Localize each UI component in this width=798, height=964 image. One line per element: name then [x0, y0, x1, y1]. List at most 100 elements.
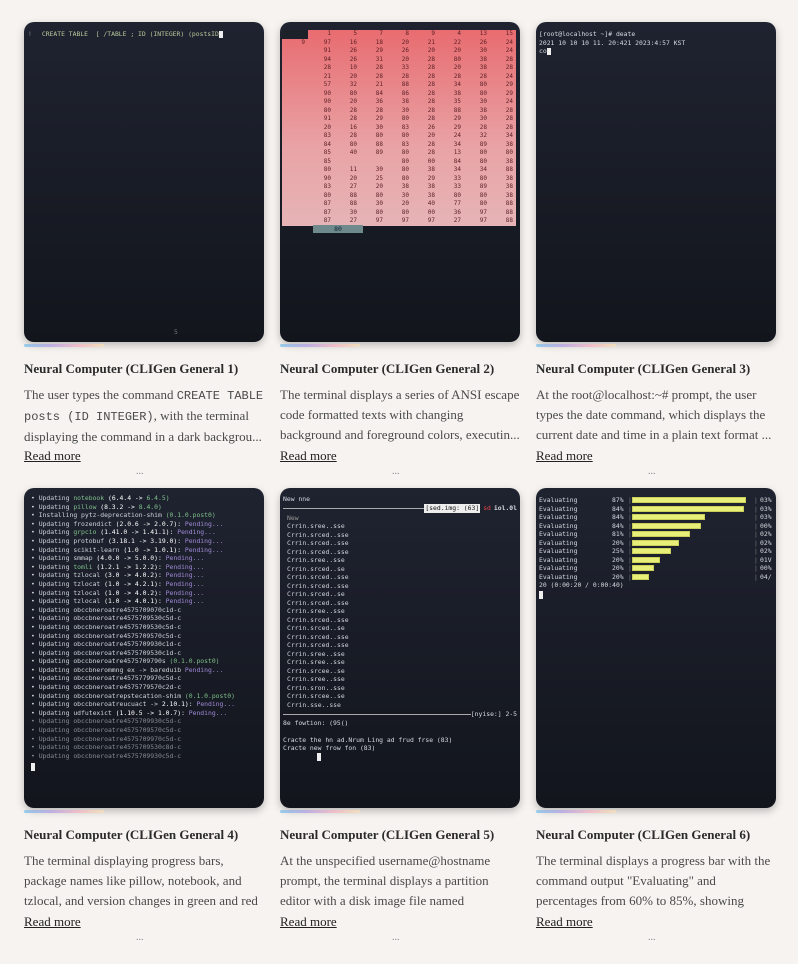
table-cell: 34 — [453, 166, 461, 173]
read-more-link[interactable]: Read more — [536, 914, 593, 929]
header-cell: 7 — [379, 30, 383, 37]
partition-item[interactable]: Crrin.srced..sse — [287, 641, 349, 649]
terminal-line: • Updating obccbneroatre4575709530c1d-c — [31, 648, 182, 657]
partition-item[interactable]: Crrin.sree..sse — [287, 675, 345, 683]
partition-item[interactable]: Crrin.srced..sse — [287, 581, 349, 590]
terminal-preview[interactable]: [root@localhost ~]# deate 2021 10 10 10 1… — [536, 22, 776, 342]
card-1[interactable]: ! CREATE TABLE [ /TABLE ; ID (INTEGER) (p… — [24, 22, 264, 477]
table-cell: 80 — [479, 191, 487, 199]
read-more-link[interactable]: Read more — [280, 914, 337, 929]
terminal-preview[interactable]: Evaluating 87% | | 03% Evaluating 84% | | 03% Eval… — [536, 488, 776, 808]
terminal-line: • Updating obccbneroatre4575709570c5d-c — [31, 631, 182, 640]
partition-item[interactable]: Crrin.srced..sse — [287, 632, 349, 641]
partition-item[interactable]: Crrin.srced..se — [287, 624, 345, 632]
status-text: [nyise:] 2-5 — [470, 709, 517, 718]
gradient-strip — [280, 344, 360, 347]
card-title: Neural Computer (CLIGen General 6) — [536, 827, 751, 842]
progress-bar — [632, 522, 701, 529]
disk-badge[interactable]: [sed.img: (63] — [424, 504, 481, 513]
card-description: The user types the command CREATE TABLE … — [24, 387, 264, 444]
table-cell: 26 — [349, 55, 357, 63]
table-cell: 38 — [401, 183, 409, 190]
partition-item[interactable]: Crrin.srced..sse — [287, 573, 349, 581]
partition-item[interactable]: Crrin.srced..se — [287, 590, 345, 598]
card-6[interactable]: Evaluating 87% | | 03% Evaluating 84% | | 03% Eval… — [536, 488, 776, 943]
read-more-link[interactable]: Read more — [24, 914, 81, 929]
read-more-link[interactable]: Read more — [280, 448, 337, 463]
table-cell: 80 — [401, 157, 409, 165]
terminal-line: • Updating frozendict (2.0.6 -> 2.0.7): … — [31, 519, 224, 528]
partition-item[interactable]: Crrin.srced..sse — [287, 598, 349, 607]
partition-item[interactable]: Crrin.sree..sse — [287, 607, 345, 615]
partition-item[interactable]: Crrin.srced..sse — [287, 615, 349, 624]
terminal-preview[interactable]: New nne [sed.img: (63] sd iol.0l New Crrin.sr… — [280, 488, 520, 808]
table-cell: 38 — [479, 64, 487, 71]
table-cell: 30 — [375, 123, 383, 131]
table-cell: 21 — [323, 72, 331, 80]
terminal-preview[interactable]: ! CREATE TABLE [ /TABLE ; ID (INTEGER) (p… — [24, 22, 264, 342]
table-cell: 80 — [375, 191, 383, 199]
table-cell — [282, 132, 308, 141]
table-row: 87 88 30 20 40 77 80 88 — [282, 200, 516, 209]
terminal-line: • Updating obccbneroatre4575709530c5d-c — [31, 622, 182, 631]
read-more-link[interactable]: Read more — [24, 448, 81, 463]
partition-item[interactable]: Crrin.sree..sse — [287, 658, 345, 666]
table-cell: 83 — [323, 132, 331, 139]
table-cell: 97 — [427, 217, 435, 224]
partition-item[interactable]: Crrin.srced..sse — [287, 547, 349, 556]
header-cell: 4 — [457, 30, 461, 37]
table-cell — [282, 115, 308, 124]
table-cell: 88 — [505, 166, 513, 173]
table-cell: 18 — [375, 38, 383, 46]
table-cell: 26 — [479, 38, 487, 46]
table-cell: 30 — [479, 47, 487, 54]
partition-item[interactable]: Crrin.sree..sse — [287, 649, 345, 658]
terminal-preview[interactable]: 1 5 7 8 9 4 13 15 9 97 16 18 20 21 22 26 24 91 26 29 26 20 20 3… — [280, 22, 520, 342]
table-cell: 30 — [401, 191, 409, 199]
terminal-line: • Updating obccbneroatre4575709930c1d-c — [31, 640, 182, 649]
table-cell: 28 — [505, 123, 513, 131]
table-cell — [282, 81, 308, 90]
table-cell — [282, 149, 308, 158]
table-header: 1 5 7 8 9 4 13 15 — [282, 30, 516, 39]
ellipsis: ... — [392, 466, 400, 477]
read-more-link[interactable]: Read more — [536, 448, 593, 463]
table-cell: 34 — [453, 81, 461, 88]
card-5[interactable]: New nne [sed.img: (63] sd iol.0l New Crrin.sr… — [280, 488, 520, 943]
table-cell: 9 — [301, 38, 305, 46]
partition-item[interactable]: Crrin.srced..sse — [287, 530, 349, 539]
partition-item[interactable]: Crrin.srced..se — [287, 564, 345, 573]
partition-item[interactable]: Crrin.srcee..se — [287, 666, 345, 675]
progress-bar — [632, 505, 744, 512]
table-cell: 20 — [453, 47, 461, 54]
partition-item[interactable]: Crrin.sse..sse — [287, 700, 341, 709]
table-cell: 36 — [375, 98, 383, 105]
table-cell: 28 — [427, 64, 435, 71]
terminal-preview[interactable]: • Updating notebook (6.4.4 -> 6.4.5) • Up… — [24, 488, 264, 808]
partition-item[interactable]: Crrin.srcee..se — [287, 692, 345, 700]
card-3[interactable]: [root@localhost ~]# deate 2021 10 10 10 1… — [536, 22, 776, 477]
header-cell: 5 — [353, 30, 357, 37]
gradient-strip — [536, 344, 616, 347]
partition-item[interactable]: Crrin.srced..sse — [287, 539, 349, 547]
progress-row: Evaluating 20% | | 00% — [539, 564, 772, 572]
table-cell: 27 — [349, 183, 357, 190]
card-description: At the root@localhost:~# prompt, the use… — [536, 387, 772, 442]
card-4[interactable]: • Updating notebook (6.4.4 -> 6.4.5) • Up… — [24, 488, 264, 943]
table-cell: 28 — [375, 64, 383, 71]
table-cell: 80 — [375, 208, 383, 216]
table-cell: 88 — [401, 81, 409, 88]
table-row: 84 80 88 83 28 34 89 38 — [282, 141, 516, 150]
ellipsis: ... — [392, 932, 400, 943]
partition-item[interactable]: New — [287, 513, 299, 522]
table-cell: 28 — [427, 106, 435, 114]
table-row: 83 28 80 80 20 24 32 34 — [282, 132, 516, 141]
table-cell: 16 — [349, 123, 357, 131]
table-cell: 80 — [505, 149, 513, 156]
table-cell — [360, 158, 386, 167]
partition-item[interactable]: Crrin.sree..sse — [287, 522, 345, 530]
cursor — [539, 590, 543, 599]
partition-item[interactable]: Crrin.sron..sse — [287, 683, 345, 692]
card-2[interactable]: 1 5 7 8 9 4 13 15 9 97 16 18 20 21 22 26 24 91 26 29 26 20 20 3… — [280, 22, 520, 477]
partition-item[interactable]: Crrin.sree..sse — [287, 556, 345, 564]
